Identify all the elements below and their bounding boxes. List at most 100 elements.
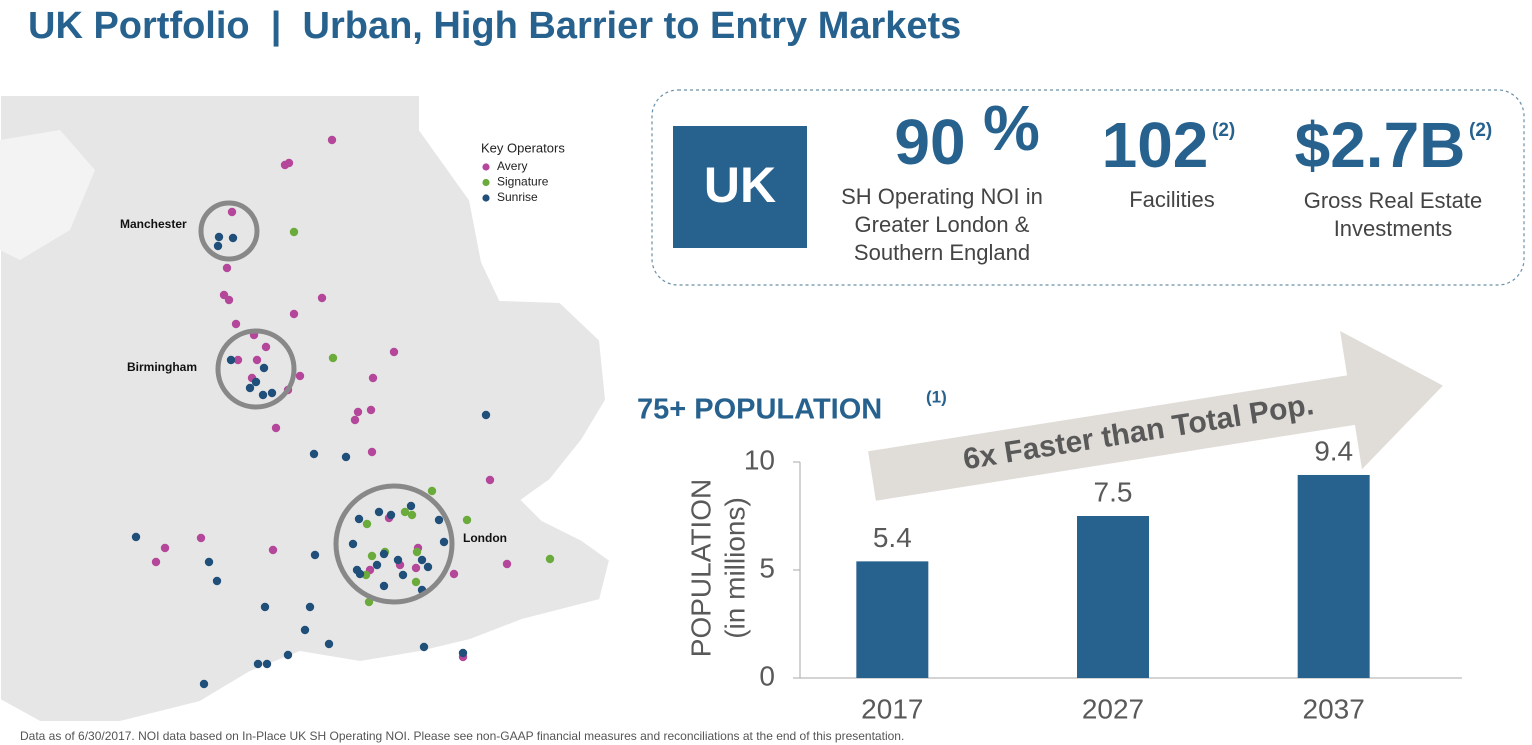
facility-dot: [253, 659, 263, 669]
stats-box: [651, 89, 1525, 286]
facility-dot: [458, 648, 468, 658]
footnote: Data as of 6/30/2017. NOI data based on …: [20, 729, 904, 743]
city-ring: [333, 483, 455, 605]
x-tick-label: 2037: [1303, 693, 1365, 724]
facility-dot: [267, 388, 277, 398]
stat-suffix: %: [983, 92, 1040, 164]
facility-dot: [258, 390, 268, 400]
facility-dot: [251, 377, 261, 387]
legend-label: Sunrise: [497, 190, 538, 204]
facility-dot: [284, 158, 294, 168]
legend-label: Avery: [497, 159, 527, 173]
map: Manchester Birmingham London Key Operato…: [0, 94, 612, 725]
y-tick-label: 10: [744, 444, 775, 475]
facility-dot: [362, 519, 372, 529]
facility-dot: [389, 347, 399, 357]
arrow-shape: [868, 330, 1443, 501]
stat-desc: Greater London &: [855, 212, 1030, 237]
bar: [1077, 516, 1149, 678]
facility-dot: [224, 295, 234, 305]
facility-dot: [481, 410, 491, 420]
y-tick-label: 0: [759, 660, 775, 691]
facility-dot: [214, 232, 224, 242]
facility-dot: [233, 355, 243, 365]
value-label: 7.5: [1094, 476, 1133, 507]
city-ring: [198, 200, 260, 262]
facility-dot: [151, 557, 161, 567]
facility-dot: [417, 555, 427, 565]
facility-dot: [367, 447, 377, 457]
facility-dot: [400, 507, 410, 517]
facility-dot: [222, 263, 232, 273]
facility-dot: [341, 452, 351, 462]
slide-title: UK Portfolio | Urban, High Barrier to En…: [28, 5, 961, 47]
legend-label: Signature: [497, 175, 549, 189]
facility-dot: [199, 679, 209, 689]
facility-dot: [227, 207, 237, 217]
facility-dot: [327, 135, 337, 145]
facility-dot: [427, 486, 437, 496]
facility-dot: [367, 551, 377, 561]
chart-title: 75+ POPULATION: [637, 394, 882, 426]
facility-dot: [262, 659, 272, 669]
facility-dot: [412, 547, 422, 557]
facility-dot: [434, 515, 444, 525]
city-label: Manchester: [120, 217, 187, 231]
facility-dot: [261, 342, 271, 352]
badge-label: UK: [704, 157, 776, 213]
facility-dot: [212, 576, 222, 586]
facility-dot: [131, 532, 141, 542]
city-label: Birmingham: [127, 360, 197, 374]
facility-dot: [328, 353, 338, 363]
value-label: 9.4: [1314, 435, 1353, 466]
facility-dot: [372, 560, 382, 570]
facility-dot: [283, 650, 293, 660]
legend-title: Key Operators: [481, 140, 565, 155]
facility-dot: [309, 449, 319, 459]
value-label: 5.4: [873, 522, 912, 553]
stat-note: (2): [1469, 120, 1492, 141]
map-land: [0, 94, 612, 723]
y-axis-title: POPULATION (in millions): [685, 479, 750, 657]
stat-value: 102: [1102, 109, 1209, 181]
stat-value: $2.7B: [1295, 109, 1466, 181]
facility-dot: [374, 507, 384, 517]
facility-dot: [462, 515, 472, 525]
facility-dot: [449, 569, 459, 579]
facility-dot: [305, 602, 315, 612]
facility-dot: [196, 533, 206, 543]
facility-dot: [213, 241, 223, 251]
y-tick-label: 5: [759, 552, 775, 583]
stat-desc: Facilities: [1129, 187, 1215, 212]
map-land-light: [0, 130, 95, 260]
facility-dot: [545, 554, 555, 564]
facility-dot: [398, 570, 408, 580]
facility-dot: [226, 355, 236, 365]
bar: [856, 561, 929, 678]
x-tick-label: 2017: [861, 693, 923, 724]
bar: [1297, 474, 1370, 678]
facility-dot: [407, 510, 417, 520]
facility-dot: [393, 555, 403, 565]
stat-desc: SH Operating NOI in: [841, 184, 1043, 209]
facility-dot: [485, 475, 495, 485]
facility-dot: [268, 545, 278, 555]
facility-dot: [252, 355, 262, 365]
facility-dot: [289, 227, 299, 237]
facility-dot: [368, 373, 378, 383]
legend-marker: [482, 163, 490, 171]
facility-dot: [379, 549, 389, 559]
facility-dot: [386, 510, 396, 520]
stat-desc: Southern England: [854, 240, 1030, 265]
chart-title-note: (1): [926, 387, 947, 406]
facility-dot: [348, 539, 358, 549]
city-label: London: [463, 531, 507, 545]
facility-dot: [260, 602, 270, 612]
facility-dot: [411, 577, 421, 587]
stat-desc: Investments: [1334, 216, 1453, 241]
facility-dot: [354, 514, 364, 524]
facility-dot: [271, 423, 281, 433]
y-axis-title-line: (in millions): [719, 497, 750, 639]
facility-dot: [439, 537, 449, 547]
